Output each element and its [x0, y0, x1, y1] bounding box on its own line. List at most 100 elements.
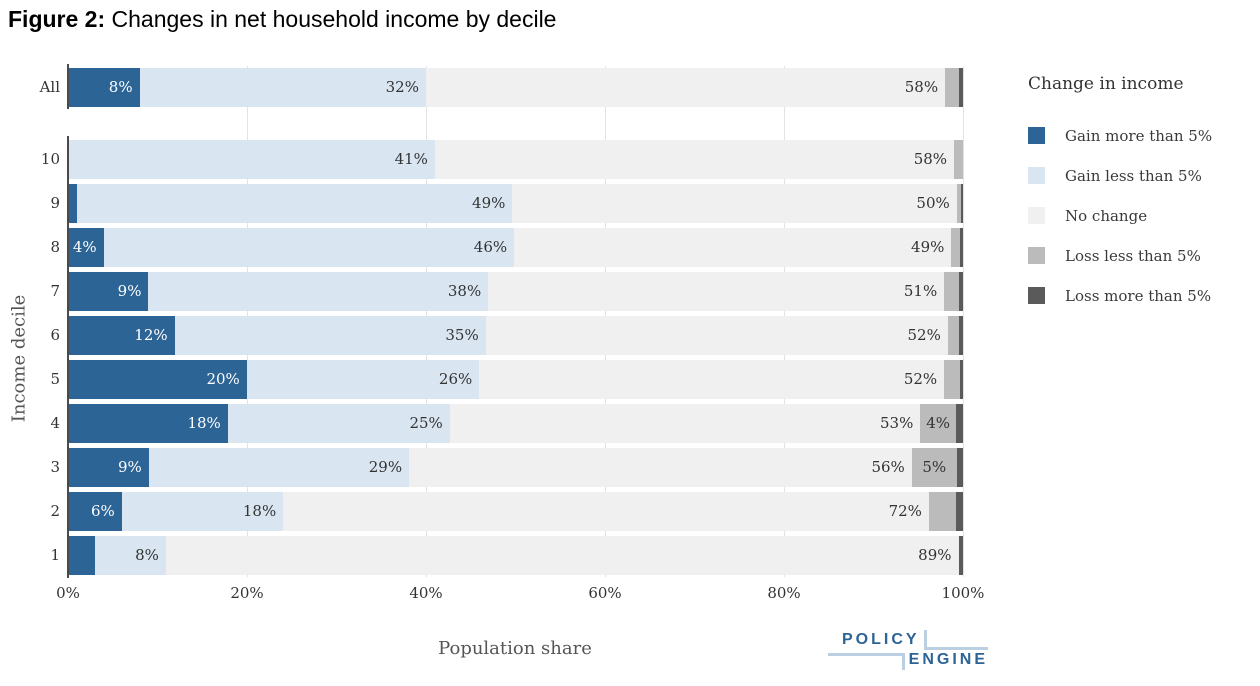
y-axis-category-7: 7: [50, 282, 60, 300]
bar-segment-loss-more-than-5[interactable]: [956, 448, 963, 487]
segment-value-label: 20%: [206, 370, 240, 388]
bar-segment-no-change[interactable]: 50%: [512, 184, 957, 223]
bar-segment-gain-less-than-5[interactable]: 46%: [103, 228, 515, 267]
bar-segment-gain-more-than-5[interactable]: 20%: [68, 360, 247, 399]
y-axis-line-deciles: [67, 136, 69, 578]
bar-segment-loss-less-than-5[interactable]: [944, 360, 961, 399]
legend-item-loss-less-than-5[interactable]: Loss less than 5%: [1028, 247, 1254, 265]
bar-segment-gain-more-than-5[interactable]: [68, 536, 95, 575]
legend-item-no-change[interactable]: No change: [1028, 206, 1254, 225]
bar-segment-loss-more-than-5[interactable]: [959, 316, 963, 355]
bar-row-decile-1: 8% 89%: [68, 536, 963, 575]
bar-row-decile-9: 49% 50%: [68, 184, 963, 223]
bar-segment-loss-less-than-5[interactable]: [944, 272, 960, 311]
bar-segment-gain-less-than-5[interactable]: 18%: [121, 492, 284, 531]
bar-segment-loss-less-than-5[interactable]: [947, 316, 960, 355]
bar-segment-loss-more-than-5[interactable]: [955, 492, 963, 531]
bar-segment-no-change[interactable]: 52%: [479, 360, 945, 399]
y-axis-category-all: All: [39, 78, 60, 96]
bar-segment-gain-less-than-5[interactable]: 41%: [68, 140, 435, 179]
segment-value-label: 89%: [918, 546, 952, 564]
figure-title: Figure 2: Changes in net household incom…: [8, 6, 556, 33]
legend: Change in income Gain more than 5% Gain l…: [1028, 74, 1254, 327]
plot-area: 8% 32% 58% 41% 58% 49% 50% 4% 46% 49% 9% 38% 51% 12% 3…: [68, 66, 964, 577]
bar-segment-loss-more-than-5[interactable]: [961, 184, 963, 223]
bar-segment-loss-more-than-5[interactable]: [959, 272, 963, 311]
legend-item-gain-less-than-5[interactable]: Gain less than 5%: [1028, 167, 1254, 185]
legend-item-label: No change: [1065, 206, 1148, 225]
bar-row-all: 8% 32% 58%: [68, 68, 963, 107]
bar-segment-gain-more-than-5[interactable]: 4%: [68, 228, 104, 267]
bar-segment-no-change[interactable]: 53%: [449, 404, 921, 443]
y-axis-category-9: 9: [50, 194, 60, 212]
segment-value-label: 9%: [117, 458, 142, 476]
bar-segment-no-change[interactable]: 58%: [425, 68, 946, 107]
bar-segment-loss-more-than-5[interactable]: [955, 404, 963, 443]
legend-title: Change in income: [1028, 74, 1184, 94]
segment-value-label: 51%: [903, 282, 938, 300]
legend-swatch-gain-more-than-5: [1028, 127, 1045, 144]
bar-segment-no-change[interactable]: 51%: [488, 272, 945, 311]
bar-segment-loss-less-than-5[interactable]: [928, 492, 956, 531]
bar-segment-no-change[interactable]: 56%: [409, 448, 912, 487]
bar-segment-loss-more-than-5[interactable]: [958, 536, 963, 575]
bar-segment-gain-more-than-5[interactable]: [68, 184, 77, 223]
bar-segment-loss-more-than-5[interactable]: [960, 360, 963, 399]
bar-segment-no-change[interactable]: 49%: [514, 228, 952, 267]
y-axis-category-10: 10: [40, 150, 60, 168]
policyengine-logo: POLICY ENGINE: [827, 630, 988, 670]
y-axis-category-3: 3: [50, 458, 60, 476]
segment-value-label: 52%: [907, 326, 941, 344]
logo-line-bottom: [827, 653, 905, 670]
bar-segment-loss-less-than-5[interactable]: [945, 68, 959, 107]
bar-segment-gain-less-than-5[interactable]: 32%: [139, 68, 426, 107]
bar-segment-no-change[interactable]: 89%: [165, 536, 959, 575]
legend-item-loss-more-than-5[interactable]: Loss more than 5%: [1028, 287, 1254, 305]
bar-segment-gain-less-than-5[interactable]: 29%: [148, 448, 410, 487]
y-axis-category-6: 6: [50, 326, 60, 344]
bar-segment-gain-less-than-5[interactable]: 8%: [94, 536, 166, 575]
legend-item-label: Gain more than 5%: [1065, 126, 1213, 145]
x-tick-label-0: 0%: [56, 584, 80, 602]
y-axis-category-5: 5: [50, 370, 60, 388]
bar-segment-gain-more-than-5[interactable]: 9%: [68, 448, 149, 487]
segment-value-label: 4%: [72, 238, 97, 256]
bar-segment-gain-more-than-5[interactable]: 8%: [68, 68, 140, 107]
bar-segment-loss-less-than-5[interactable]: 5%: [911, 448, 957, 487]
bar-row-decile-10: 41% 58%: [68, 140, 963, 179]
segment-value-label: 72%: [888, 502, 922, 520]
bar-segment-loss-less-than-5[interactable]: [951, 228, 961, 267]
bar-segment-loss-less-than-5[interactable]: 4%: [920, 404, 956, 443]
y-axis-category-4: 4: [50, 414, 60, 432]
bar-segment-no-change[interactable]: 58%: [434, 140, 955, 179]
y-axis-category-8: 8: [50, 238, 60, 256]
bar-segment-gain-less-than-5[interactable]: 35%: [174, 316, 486, 355]
bar-segment-gain-less-than-5[interactable]: 25%: [227, 404, 450, 443]
segment-value-label: 25%: [409, 414, 443, 432]
bar-segment-loss-less-than-5[interactable]: [954, 140, 963, 179]
segment-value-label: 53%: [880, 414, 914, 432]
legend-item-gain-more-than-5[interactable]: Gain more than 5%: [1028, 126, 1254, 145]
bar-segment-gain-less-than-5[interactable]: 26%: [246, 360, 480, 399]
bar-segment-gain-more-than-5[interactable]: 18%: [68, 404, 228, 443]
bar-segment-loss-less-than-5[interactable]: [956, 184, 962, 223]
bar-segment-gain-less-than-5[interactable]: 49%: [76, 184, 513, 223]
figure-title-text: Changes in net household income by decil…: [105, 6, 557, 32]
bar-segment-no-change[interactable]: 72%: [283, 492, 929, 531]
bar-segment-gain-less-than-5[interactable]: 38%: [148, 272, 489, 311]
segment-value-label: 38%: [447, 282, 482, 300]
bar-segment-loss-more-than-5[interactable]: [958, 68, 963, 107]
bar-segment-gain-more-than-5[interactable]: 6%: [68, 492, 122, 531]
segment-value-label: 32%: [385, 78, 419, 96]
figure-title-prefix: Figure 2:: [8, 6, 106, 32]
bar-segment-gain-more-than-5[interactable]: 12%: [68, 316, 175, 355]
logo-line-top: [923, 630, 988, 650]
bar-segment-no-change[interactable]: 52%: [485, 316, 948, 355]
x-tick-label-20: 20%: [230, 584, 264, 602]
legend-swatch-loss-less-than-5: [1028, 247, 1045, 264]
bar-segment-loss-more-than-5[interactable]: [960, 228, 963, 267]
segment-value-label: 41%: [394, 150, 428, 168]
bar-segment-gain-more-than-5[interactable]: 9%: [68, 272, 149, 311]
bar-row-decile-7: 9% 38% 51%: [68, 272, 963, 311]
bar-row-decile-2: 6% 18% 72%: [68, 492, 963, 531]
